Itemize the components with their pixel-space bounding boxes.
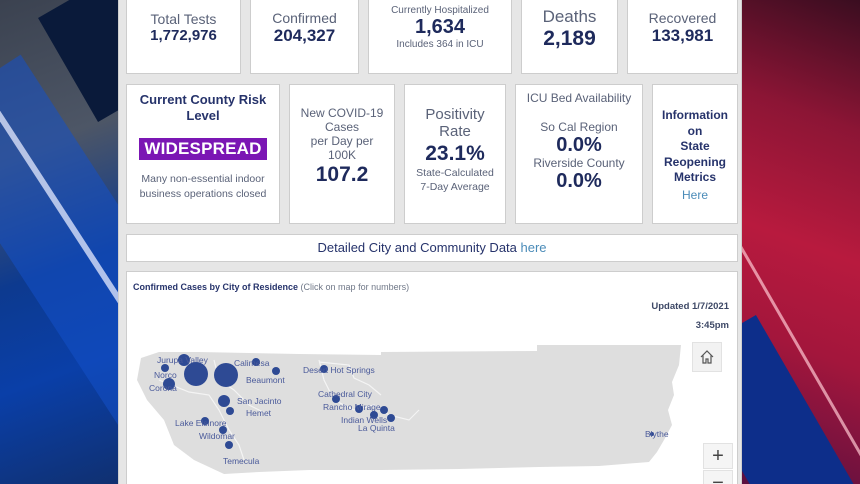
city-label-corona: Corona (149, 383, 177, 393)
risk-title: Current County Risk Level (139, 92, 267, 123)
city-point-moreno-valley[interactable] (214, 363, 238, 387)
city-point-san-jacinto[interactable] (218, 395, 230, 407)
city-label-desert-hot-springs: Desert Hot Springs (303, 365, 375, 375)
map-zoom-in-button[interactable]: + (703, 443, 733, 469)
map-title: Confirmed Cases by City of Residence (Cl… (133, 282, 410, 292)
city-label-wildomar: Wildomar (199, 431, 235, 441)
map-updated-time: 3:45pm (695, 320, 729, 331)
positivity-note: State-Calculated 7-Day Average (416, 167, 494, 193)
city-point-desert-hot-springs[interactable] (320, 365, 328, 373)
icu-card: ICU Bed Availability So Cal Region 0.0% … (515, 84, 643, 224)
county-map[interactable] (119, 0, 743, 484)
background-left (0, 0, 120, 484)
recovered-value: 133,981 (651, 26, 714, 45)
city-label-blythe: Blythe (645, 429, 669, 439)
city-point-corona[interactable] (163, 378, 175, 390)
city-point-la-quinta[interactable] (387, 414, 395, 422)
deaths-label: Deaths (542, 7, 597, 26)
home-icon (700, 350, 714, 364)
county-shape[interactable] (137, 345, 681, 474)
background-right (738, 0, 860, 484)
risk-level-badge: WIDESPREAD (139, 138, 267, 160)
city-point-rancho-mirage[interactable] (355, 405, 363, 413)
city-point-hemet[interactable] (226, 407, 234, 415)
city-point-blythe[interactable] (650, 432, 654, 436)
city-point-calimesa[interactable] (252, 358, 260, 366)
new-cases-value: 107.2 (315, 163, 369, 186)
new-cases-card: New COVID-19 Cases per Day per 100K 107.… (289, 84, 395, 224)
city-label-temecula: Temecula (223, 456, 260, 466)
icu-title: ICU Bed Availability (526, 91, 632, 105)
icu-county-label: Riverside County (533, 156, 625, 170)
hospitalized-label: Currently Hospitalized (391, 5, 489, 16)
positivity-card: Positivity Rate 23.1% State-Calculated 7… (404, 84, 506, 224)
city-point-temecula[interactable] (225, 441, 233, 449)
total-tests-label: Total Tests (150, 11, 217, 27)
city-label-hemet: Hemet (246, 408, 272, 418)
city-point-wildomar[interactable] (219, 426, 227, 434)
city-layer: Jurupa Valley Norco Corona Calimesa Beaumont… (149, 354, 669, 466)
reopening-info-text: Information on State Reopening Metrics (662, 108, 728, 184)
icu-county-value: 0.0% (556, 170, 602, 192)
dashboard-panel: Total Tests 1,772,976 Confirmed 204,327 … (118, 0, 742, 484)
total-tests-card: Total Tests 1,772,976 (126, 0, 241, 74)
map-home-button[interactable] (692, 342, 722, 372)
city-label-cathedral-city: Cathedral City (318, 389, 373, 399)
reopening-info-link[interactable]: Here (681, 187, 708, 202)
hospitalized-value: 1,634 (414, 16, 466, 38)
icu-region-value: 0.0% (556, 134, 602, 156)
city-label-rancho-mirage: Rancho Mirage (323, 402, 381, 412)
city-label-jurupa-valley: Jurupa Valley (157, 355, 209, 365)
city-label-beaumont: Beaumont (246, 375, 285, 385)
city-label-calimesa: Calimesa (234, 358, 270, 368)
city-point-riverside[interactable] (184, 362, 208, 386)
city-data-link[interactable]: here (520, 240, 547, 255)
risk-level-card: Current County Risk Level WIDESPREAD Man… (126, 84, 280, 224)
hospitalized-card: Currently Hospitalized 1,634 Includes 36… (368, 0, 512, 74)
city-point-norco[interactable] (161, 364, 169, 372)
city-point-jurupa-valley[interactable] (178, 354, 190, 366)
city-point-indio[interactable] (380, 406, 388, 414)
city-point-beaumont[interactable] (272, 367, 280, 375)
deaths-card: Deaths 2,189 (521, 0, 618, 74)
map-zoom-out-button[interactable]: − (703, 470, 733, 484)
city-point-indian-wells[interactable] (370, 411, 378, 419)
city-label-san-jacinto: San Jacinto (237, 396, 282, 406)
city-data-text: Detailed City and Community Data (317, 240, 521, 255)
icu-region-label: So Cal Region (540, 120, 618, 134)
city-point-lake-elsinore[interactable] (201, 417, 209, 425)
positivity-value: 23.1% (425, 142, 485, 165)
recovered-label: Recovered (648, 10, 717, 26)
map-updated-date: Updated 1/7/2021 (651, 301, 729, 312)
total-tests-value: 1,772,976 (150, 27, 217, 44)
recovered-card: Recovered 133,981 (627, 0, 738, 74)
city-label-indian-wells: Indian Wells (341, 415, 387, 425)
hospitalized-note: Includes 364 in ICU (396, 39, 484, 50)
city-point-cathedral-city[interactable] (332, 395, 340, 403)
city-data-card: Detailed City and Community Data here (126, 234, 738, 262)
city-label-la-quinta: La Quinta (358, 423, 395, 433)
confirmed-value: 204,327 (273, 26, 336, 45)
new-cases-label: New COVID-19 Cases per Day per 100K (300, 106, 384, 162)
city-label-norco: Norco (154, 370, 177, 380)
risk-description: Many non-essential indoor business opera… (139, 173, 267, 200)
city-label-lake-elsinore: Lake Elsinore (175, 418, 227, 428)
confirmed-card: Confirmed 204,327 (250, 0, 359, 74)
positivity-label: Positivity Rate (425, 106, 485, 140)
reopening-info-card[interactable]: Information on State Reopening Metrics H… (652, 84, 738, 224)
confirmed-label: Confirmed (272, 10, 337, 26)
deaths-value: 2,189 (543, 27, 596, 50)
